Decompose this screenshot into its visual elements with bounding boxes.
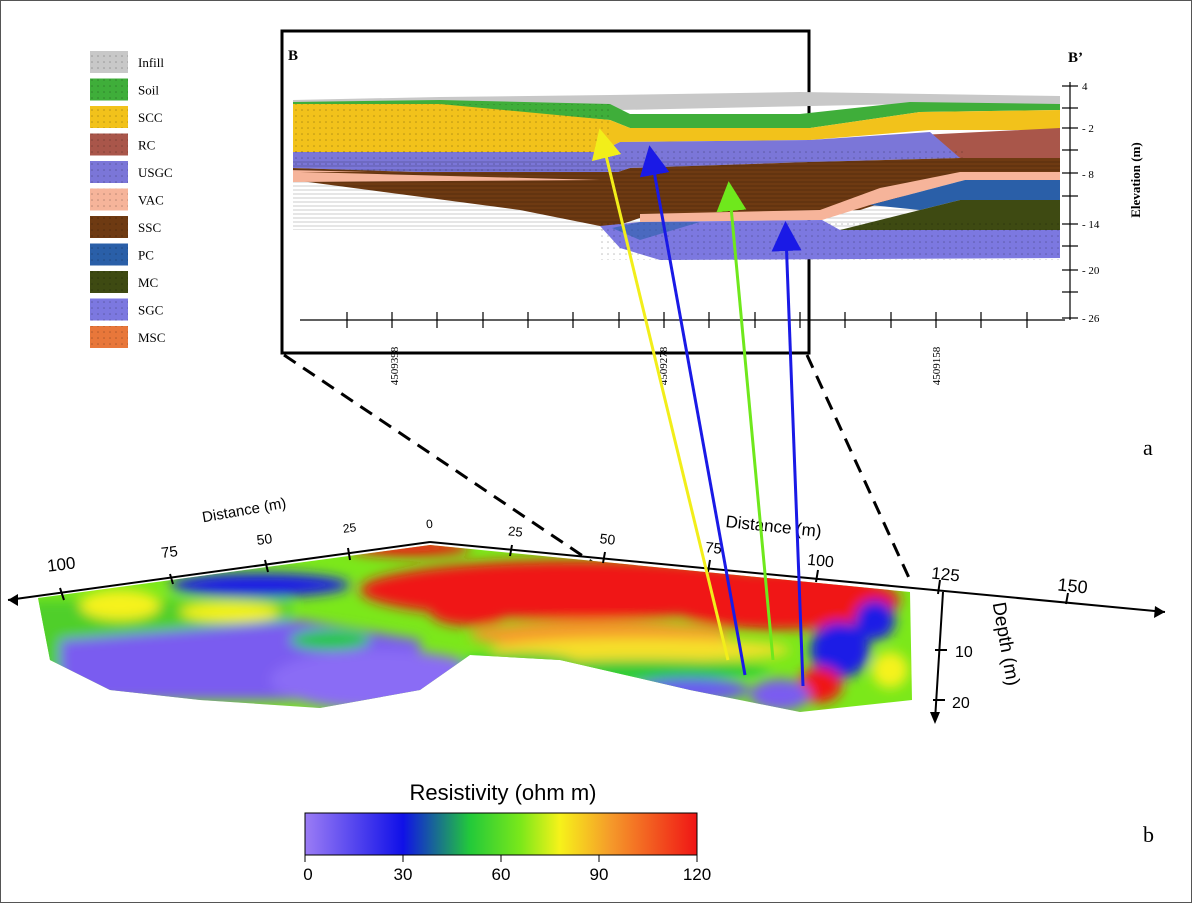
legend-label-soil: Soil bbox=[138, 83, 159, 98]
left-tick-100: 100 bbox=[46, 553, 76, 575]
northing-label-1: 4509398 bbox=[389, 346, 401, 385]
section-label-b: B bbox=[288, 48, 298, 64]
section-label-b-prime: B’ bbox=[1068, 50, 1083, 66]
colorbar-tick-120: 120 bbox=[683, 865, 711, 884]
elev-tick-4: 4 bbox=[1082, 81, 1088, 93]
legend-label-sgc: SGC bbox=[138, 303, 163, 318]
legend-swatch-texture bbox=[90, 188, 128, 211]
arrow-green bbox=[716, 181, 775, 661]
legend-swatch-texture bbox=[90, 271, 128, 293]
legend-swatch-texture bbox=[90, 161, 128, 183]
section-bottom-axis bbox=[300, 312, 1065, 328]
panel-label-a: a bbox=[1143, 435, 1153, 460]
legend-swatch-texture bbox=[90, 326, 128, 348]
correlation-arrows bbox=[591, 128, 805, 687]
northing-label-3: 4509158 bbox=[931, 346, 943, 385]
elev-tick-m8: - 8 bbox=[1082, 169, 1094, 181]
legend-swatch-texture bbox=[90, 51, 128, 73]
legend-label-vac: VAC bbox=[138, 193, 164, 208]
arrow-blue-right bbox=[771, 221, 805, 687]
left-axis-arrow bbox=[8, 594, 18, 606]
elevation-axis bbox=[1062, 82, 1078, 320]
legend-swatch-texture bbox=[90, 298, 128, 321]
legend-label-infill: Infill bbox=[138, 55, 164, 70]
colorbar-title: Resistivity (ohm m) bbox=[409, 780, 596, 805]
legend-swatch-texture bbox=[90, 133, 128, 156]
colorbar-tick-0: 0 bbox=[303, 865, 312, 884]
depth-axis-arrow bbox=[930, 712, 940, 724]
section-layers bbox=[293, 92, 1060, 260]
right-tick-150: 150 bbox=[1057, 575, 1089, 598]
right-tick-50: 50 bbox=[599, 530, 616, 548]
elevation-title: Elevation (m) bbox=[1128, 142, 1143, 217]
legend-label-ssc: SSC bbox=[138, 220, 161, 235]
arrow-blue-left bbox=[639, 145, 747, 676]
colorbar-gradient bbox=[304, 812, 698, 856]
northing-label-2: 4509278 bbox=[658, 346, 670, 385]
layer-pc-small bbox=[612, 222, 700, 240]
elev-tick-m20: - 20 bbox=[1082, 265, 1100, 277]
depth-tick-10: 10 bbox=[955, 644, 973, 661]
legend-swatch-texture bbox=[90, 216, 128, 238]
elev-tick-m14: - 14 bbox=[1082, 219, 1100, 231]
elev-tick-m2: - 2 bbox=[1082, 123, 1094, 135]
layer-vac-top bbox=[293, 172, 600, 182]
right-axis-arrow bbox=[1154, 606, 1165, 618]
legend-label-usgc: USGC bbox=[138, 165, 173, 180]
depth-label: Depth (m) bbox=[988, 601, 1023, 688]
colorbar-tick-90: 90 bbox=[590, 865, 609, 884]
legend-label-rc: RC bbox=[138, 138, 155, 153]
right-distance-label: Distance (m) bbox=[725, 512, 823, 541]
left-distance-label: Distance (m) bbox=[201, 495, 288, 527]
right-tick-75: 75 bbox=[704, 539, 722, 558]
layer-vac bbox=[640, 172, 1060, 222]
legend-label-pc: PC bbox=[138, 248, 154, 263]
legend: Infill Soil SCC RC USGC VAC SSC PC MC SGC MSC bbox=[90, 51, 173, 348]
arrow-yellow bbox=[591, 128, 730, 661]
legend-label-scc: SCC bbox=[138, 110, 163, 125]
left-tick-0: 0 bbox=[425, 517, 434, 532]
right-tick-125: 125 bbox=[930, 564, 960, 586]
elev-tick-m26: - 26 bbox=[1082, 313, 1100, 325]
colorbar-tick-60: 60 bbox=[492, 865, 511, 884]
depth-axis bbox=[934, 591, 944, 721]
legend-label-mc: MC bbox=[138, 275, 158, 290]
legend-label-msc: MSC bbox=[138, 330, 165, 345]
left-distance-axis bbox=[7, 541, 431, 601]
layer-pc bbox=[870, 180, 1060, 210]
legend-swatch-texture bbox=[90, 106, 128, 128]
layer-scc-texture bbox=[293, 104, 613, 152]
cross-section-panel: 4509398 4509278 4509158 4 - 2 - 8 - 14 -… bbox=[280, 29, 1153, 460]
left-tick-25: 25 bbox=[342, 520, 357, 536]
right-tick-100: 100 bbox=[806, 552, 834, 572]
legend-swatch-texture bbox=[90, 78, 128, 101]
right-tick-25: 25 bbox=[507, 523, 523, 539]
colorbar-tick-30: 30 bbox=[394, 865, 413, 884]
legend-swatch-texture bbox=[90, 243, 128, 266]
left-tick-50: 50 bbox=[256, 530, 274, 548]
resistivity-colorbar: Resistivity (ohm m) 0 30 60 90 120 bbox=[303, 780, 711, 884]
left-tick-75: 75 bbox=[160, 543, 179, 562]
panel-label-b: b bbox=[1143, 822, 1154, 847]
depth-tick-20: 20 bbox=[952, 695, 970, 712]
